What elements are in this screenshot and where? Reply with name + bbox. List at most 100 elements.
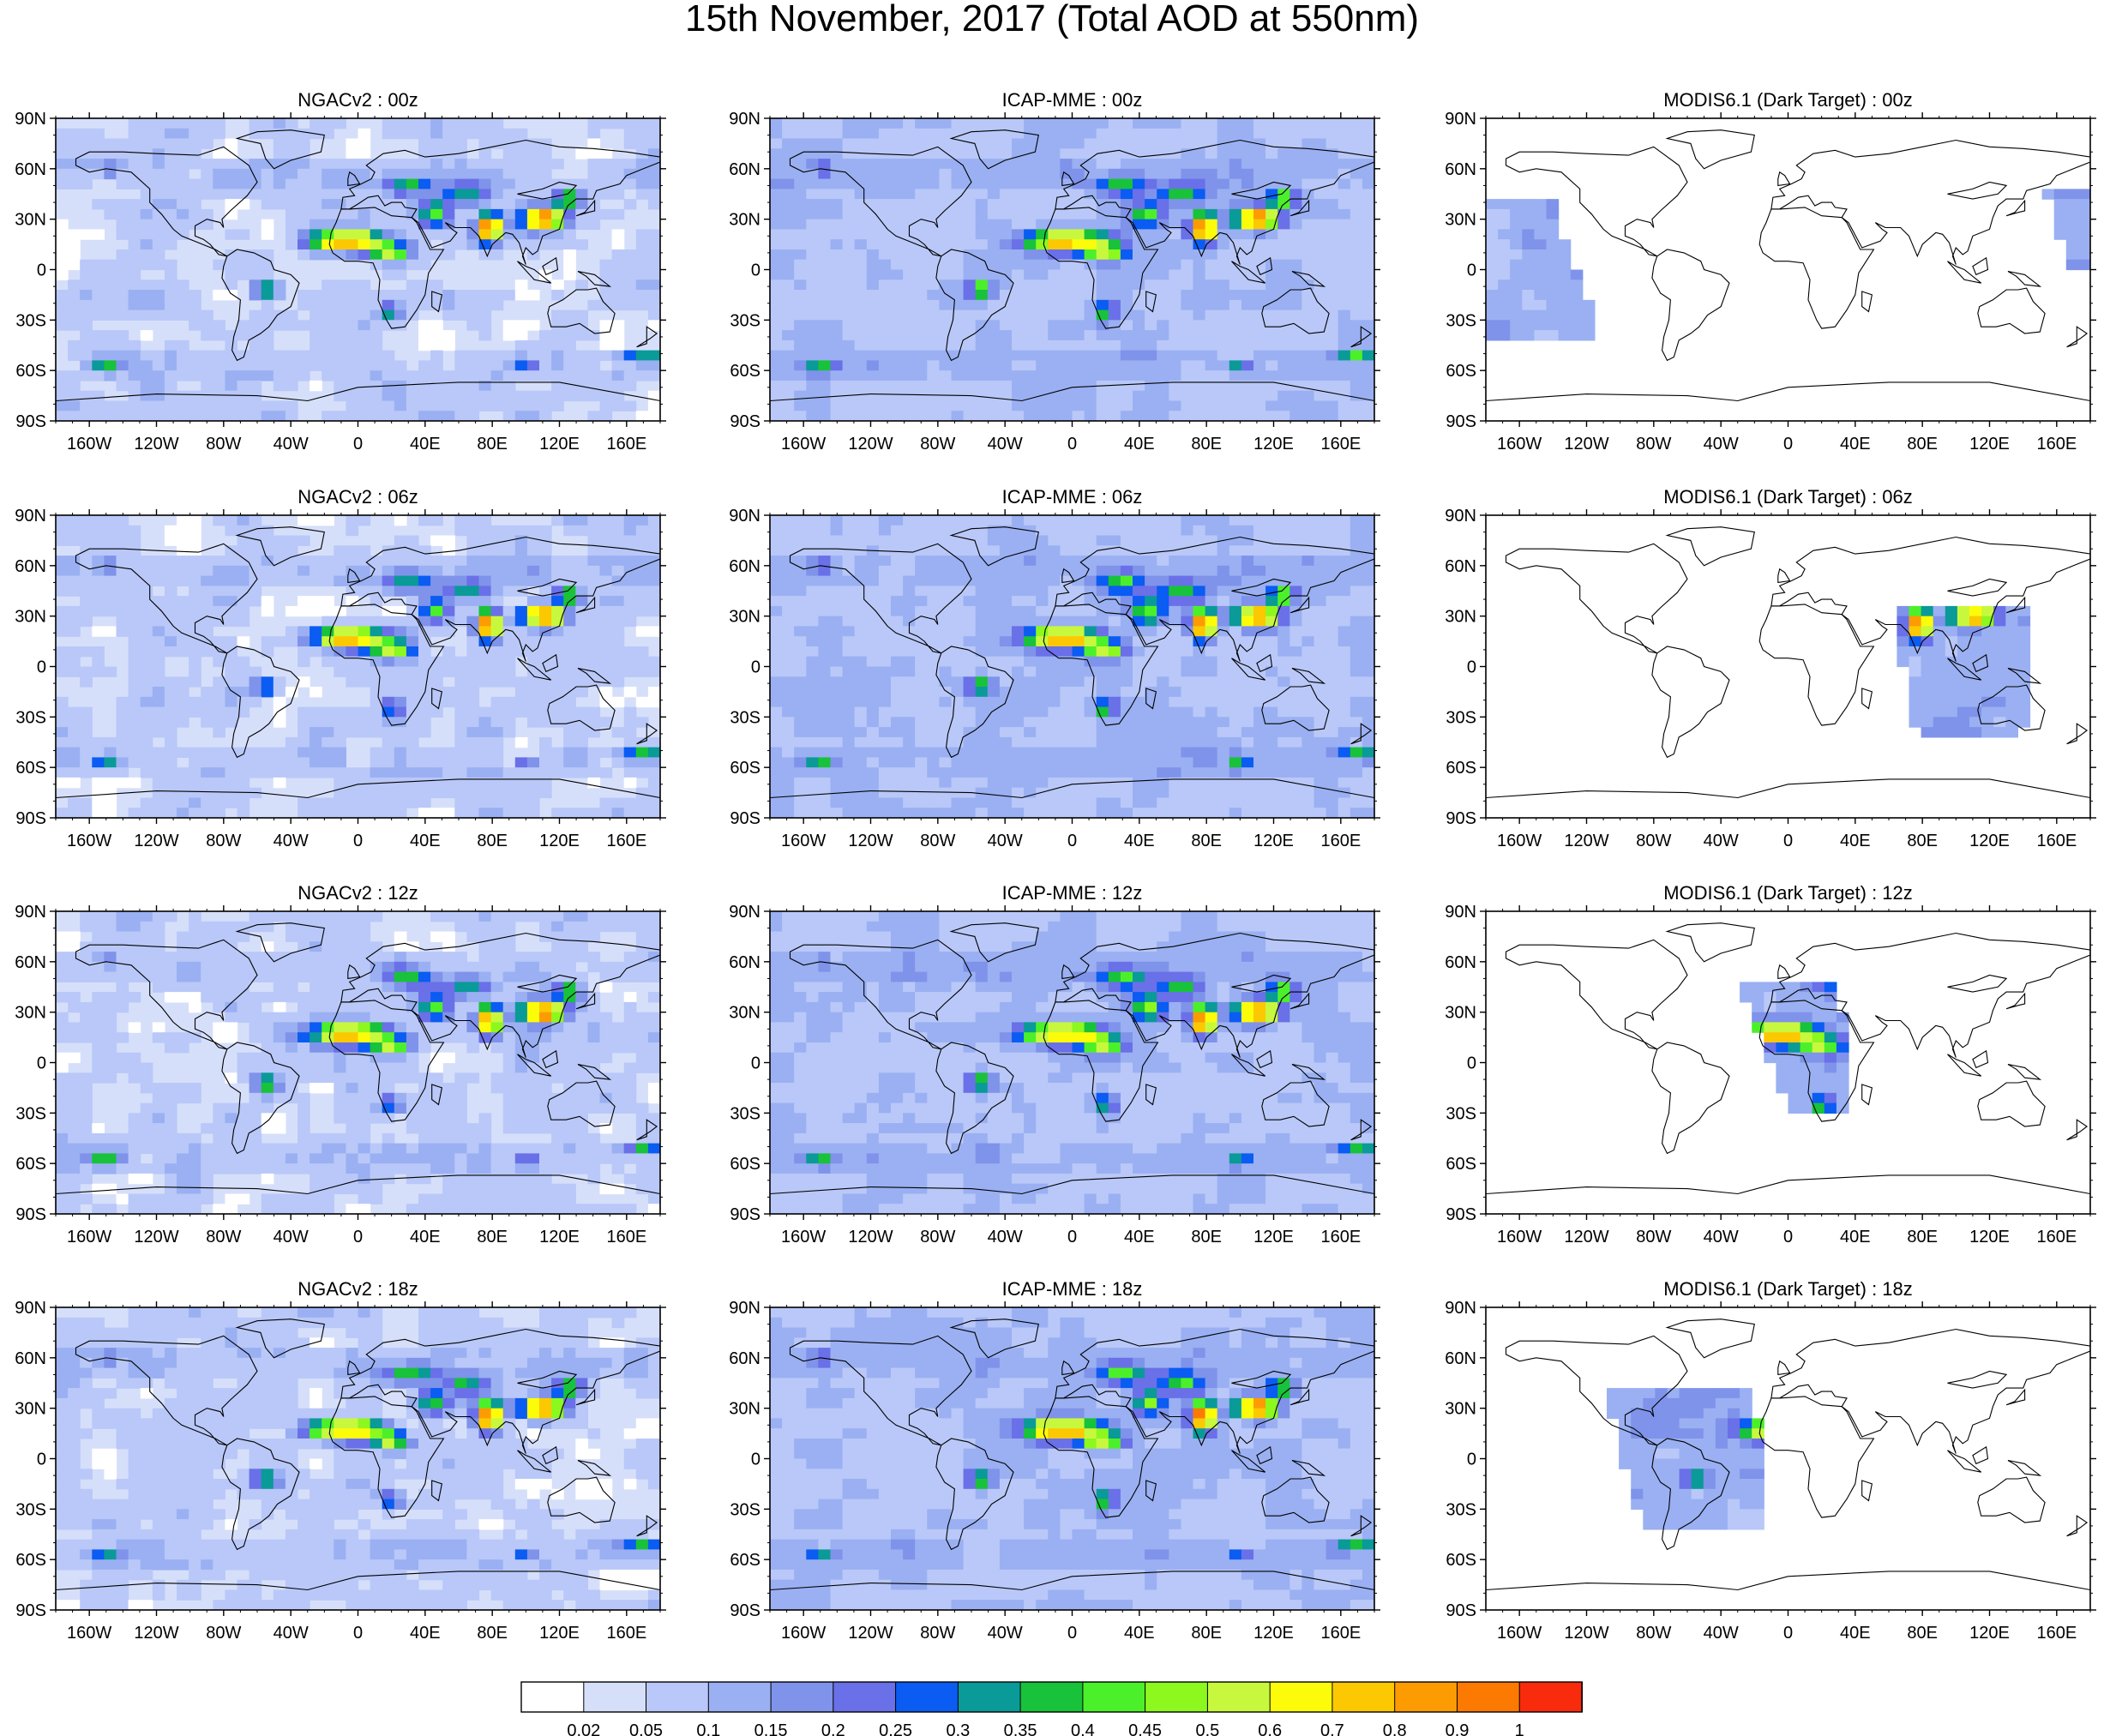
colorbar-label: 0.8 — [1383, 1721, 1407, 1736]
lat-tick-label: 30N — [15, 1004, 46, 1023]
lat-tick-label: 60N — [1445, 557, 1476, 576]
colorbar-swatch — [1082, 1681, 1146, 1713]
lon-tick-label: 120E — [1969, 435, 2010, 454]
lon-tick-label: 40W — [988, 832, 1023, 850]
lon-tick-label: 160E — [606, 832, 646, 850]
panel-8: ICAP-MME : 12z 90N 60N 30N 0 30S 60S 90S 160W 120… — [729, 882, 1380, 1246]
lon-tick-label: 160E — [1320, 435, 1361, 454]
lon-tick-label: 40W — [988, 1624, 1023, 1643]
lat-tick-label: 0 — [37, 1054, 46, 1073]
lat-tick-label: 60S — [15, 759, 46, 778]
coastlines — [56, 1319, 660, 1610]
lon-tick-label: 80W — [206, 1228, 241, 1246]
lon-tick-label: 120W — [134, 1228, 178, 1246]
lat-tick-label: 0 — [37, 658, 46, 677]
colorbar-label: 0.4 — [1071, 1721, 1095, 1736]
lon-tick-label: 80E — [1191, 1228, 1222, 1246]
lat-tick-label: 30S — [15, 1500, 46, 1519]
lon-tick-label: 120E — [539, 435, 580, 454]
lon-tick-label: 120W — [134, 435, 178, 454]
lon-tick-label: 80W — [1636, 435, 1671, 454]
lat-tick-label: 60S — [15, 1551, 46, 1570]
lon-tick-label: 0 — [1783, 832, 1793, 850]
lon-tick-label: 80E — [1191, 832, 1222, 850]
panel-title: ICAP-MME : 00z — [1002, 89, 1143, 111]
aod-field — [56, 118, 660, 421]
lon-tick-label: 160E — [2036, 435, 2077, 454]
lat-tick-label: 0 — [1467, 658, 1476, 677]
lat-tick-label: 30S — [15, 311, 46, 330]
lat-tick-label: 90N — [729, 507, 760, 526]
colorbar: 0.02 0.05 0.1 0.15 0.2 0.25 0.3 0.35 0.4 0.45 0.5 0… — [520, 1681, 1583, 1736]
lon-tick-label: 160W — [67, 1624, 111, 1643]
lon-tick-label: 120W — [134, 832, 178, 850]
lon-tick-label: 40W — [1704, 1228, 1739, 1246]
lat-tick-label: 30S — [15, 1104, 46, 1123]
lat-tick-label: 30S — [1446, 1500, 1476, 1519]
lon-tick-label: 160E — [606, 1624, 646, 1643]
lon-tick-label: 0 — [353, 1228, 363, 1246]
lon-tick-label: 160W — [781, 832, 826, 850]
lat-tick-label: 30S — [15, 708, 46, 727]
lon-tick-label: 80E — [1191, 1624, 1222, 1643]
lat-tick-label: 30S — [730, 311, 760, 330]
lat-tick-label: 90N — [15, 110, 46, 129]
coastlines — [56, 129, 660, 421]
lon-tick-label: 0 — [1783, 1228, 1793, 1246]
panel-title: NGACv2 : 06z — [298, 486, 418, 508]
lon-tick-label: 80W — [1636, 832, 1671, 850]
lon-tick-label: 80W — [206, 1624, 241, 1643]
lon-tick-label: 40E — [410, 435, 441, 454]
lon-tick-label: 40E — [1840, 435, 1871, 454]
lon-tick-label: 0 — [1783, 435, 1793, 454]
lon-tick-label: 160E — [606, 435, 646, 454]
lat-tick-label: 60S — [1446, 362, 1476, 381]
coastlines — [770, 1319, 1374, 1610]
lon-tick-label: 40W — [988, 435, 1023, 454]
lon-tick-label: 0 — [1783, 1624, 1793, 1643]
lon-tick-label: 0 — [1067, 1228, 1077, 1246]
lon-tick-label: 80E — [1191, 435, 1222, 454]
lon-tick-label: 40W — [274, 1624, 309, 1643]
panel-title: ICAP-MME : 18z — [1002, 1278, 1143, 1300]
lat-tick-label: 90S — [730, 1601, 760, 1620]
coastlines — [770, 922, 1374, 1214]
lat-tick-label: 30N — [729, 1400, 760, 1419]
lon-tick-label: 120W — [1564, 435, 1608, 454]
lon-tick-label: 120W — [1564, 832, 1608, 850]
lat-tick-label: 90N — [729, 1299, 760, 1318]
lon-tick-label: 80E — [477, 832, 508, 850]
coastlines — [770, 129, 1374, 421]
colorbar-label: 0.7 — [1320, 1721, 1344, 1736]
lon-tick-label: 40W — [988, 1228, 1023, 1246]
lon-tick-label: 80E — [1907, 435, 1938, 454]
lat-tick-label: 60N — [15, 557, 46, 576]
lon-tick-label: 160W — [1497, 1228, 1542, 1246]
lon-tick-label: 160W — [67, 1228, 111, 1246]
colorbar-swatch — [1206, 1681, 1271, 1713]
lon-tick-label: 40W — [1704, 1624, 1739, 1643]
lon-tick-label: 0 — [353, 832, 363, 850]
lon-tick-label: 120W — [134, 1624, 178, 1643]
lat-tick-label: 0 — [1467, 261, 1476, 280]
colorbar-swatch — [1019, 1681, 1084, 1713]
lat-tick-label: 60S — [15, 1155, 46, 1174]
coastlines — [1486, 526, 2090, 818]
lon-tick-label: 80W — [920, 1228, 955, 1246]
colorbar-swatch — [520, 1681, 585, 1713]
panel-1: NGACv2 : 00z 90N 60N 30N 0 30S 60S 90S 160W 120W 8… — [15, 89, 666, 454]
panel-11: ICAP-MME : 18z 90N 60N 30N 0 30S 60S 90S 160W 120… — [729, 1278, 1380, 1643]
colorbar-swatch — [833, 1681, 897, 1713]
panel-title: ICAP-MME : 12z — [1002, 882, 1143, 904]
lat-tick-label: 90N — [1445, 1299, 1476, 1318]
lon-tick-label: 40E — [1124, 1228, 1155, 1246]
lat-tick-label: 90S — [15, 1601, 46, 1620]
lon-tick-label: 120E — [539, 1624, 580, 1643]
lon-tick-label: 40W — [274, 435, 309, 454]
figure-title: 15th November, 2017 (Total AOD at 550nm) — [684, 0, 1420, 39]
coastlines — [770, 526, 1374, 818]
lat-tick-label: 0 — [751, 261, 760, 280]
coastlines — [56, 526, 660, 818]
lon-tick-label: 120E — [1969, 1624, 2010, 1643]
